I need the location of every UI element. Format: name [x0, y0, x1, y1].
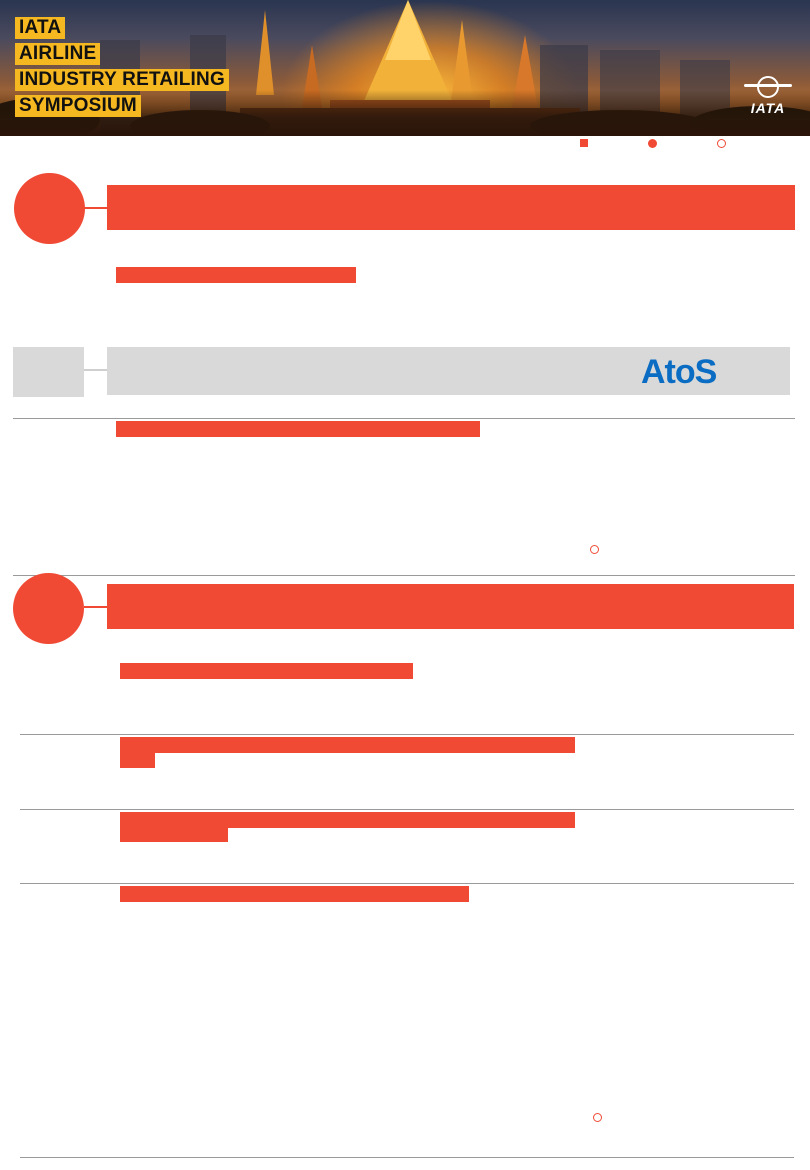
- sponsor-time-badge: [13, 347, 84, 397]
- session-time-badge: [14, 173, 85, 244]
- timeline-connector: [84, 207, 108, 209]
- agenda-item-highlight: [120, 812, 575, 828]
- agenda-item-highlight-continued: [120, 753, 155, 768]
- ring-marker-icon: [717, 139, 726, 148]
- iata-logo: IATA: [740, 76, 796, 116]
- ring-marker-icon: [590, 545, 599, 554]
- wings-icon: [744, 84, 792, 87]
- symposium-title-line-4: SYMPOSIUM: [15, 95, 141, 117]
- agenda-item-highlight: [116, 421, 480, 437]
- square-marker-icon: [580, 139, 588, 147]
- agenda-item-highlight: [120, 737, 575, 753]
- iata-logo-wordmark: IATA: [750, 100, 786, 116]
- session-title-bar: [107, 584, 794, 629]
- timeline-connector: [84, 606, 108, 608]
- ring-marker-icon: [593, 1113, 602, 1122]
- header-banner: IATA AIRLINE INDUSTRY RETAILING SYMPOSIU…: [0, 0, 810, 136]
- agenda-item-highlight: [120, 886, 469, 902]
- divider: [20, 734, 794, 735]
- session-subtitle-highlight: [120, 663, 413, 679]
- session-title-bar: [107, 185, 795, 230]
- divider: [20, 1157, 794, 1158]
- symposium-title-line-2: AIRLINE: [15, 43, 101, 65]
- agenda-item-highlight-continued: [120, 828, 228, 842]
- session-time-badge: [13, 573, 84, 644]
- sponsor-bar: [107, 347, 790, 395]
- symposium-title-line-1: IATA: [15, 17, 66, 39]
- atos-logo: AtoS: [641, 353, 717, 391]
- filled-dot-marker-icon: [648, 139, 657, 148]
- symposium-title-line-3: INDUSTRY RETAILING: [15, 69, 229, 91]
- globe-icon: [757, 76, 779, 98]
- divider: [20, 883, 794, 884]
- timeline-connector: [84, 369, 108, 371]
- divider: [13, 418, 795, 419]
- divider: [20, 809, 794, 810]
- session-subtitle-highlight: [116, 267, 356, 283]
- divider: [13, 575, 795, 576]
